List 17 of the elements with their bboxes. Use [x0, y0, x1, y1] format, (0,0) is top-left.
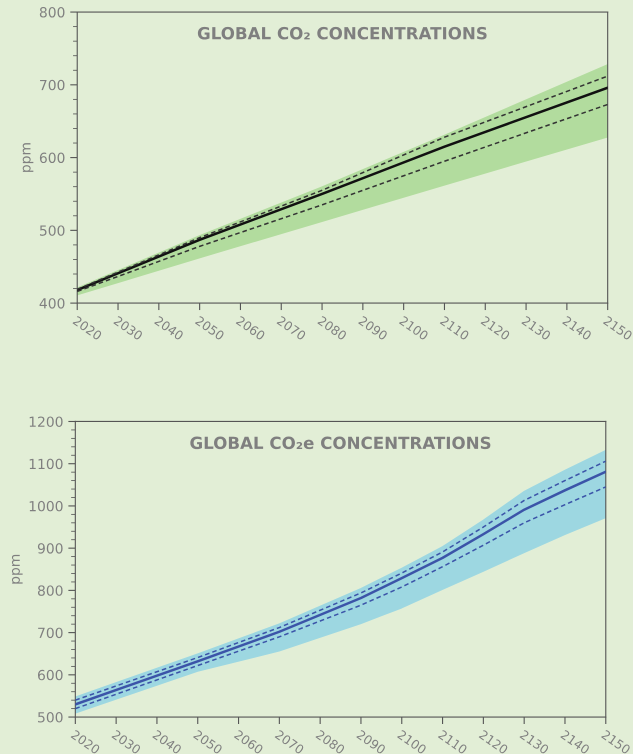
y-axis-title: ppm	[12, 554, 23, 584]
y-axis-title: ppm	[22, 143, 34, 172]
y-tick-label: 1000	[30, 500, 63, 512]
y-tick-label: 500	[40, 225, 64, 236]
y-tick-label: 700	[38, 628, 63, 638]
y-tick-label: 1200	[30, 416, 63, 427]
y-tick-label: 400	[40, 298, 64, 309]
y-tick-label: 1100	[30, 458, 63, 470]
text: GLOBAL CO₂ CONCENTRATIONS	[198, 26, 487, 40]
y-tick-label: 700	[40, 80, 64, 90]
y-tick-label: 800	[38, 585, 63, 596]
y-tick-label: 500	[38, 712, 63, 723]
y-tick-label: 800	[40, 7, 64, 18]
y-tick-label: 900	[38, 543, 63, 554]
y-tick-label: 600	[38, 670, 63, 680]
y-tick-label: 600	[40, 152, 64, 164]
text: GLOBAL CO₂e CONCENTRATIONS	[190, 436, 490, 450]
